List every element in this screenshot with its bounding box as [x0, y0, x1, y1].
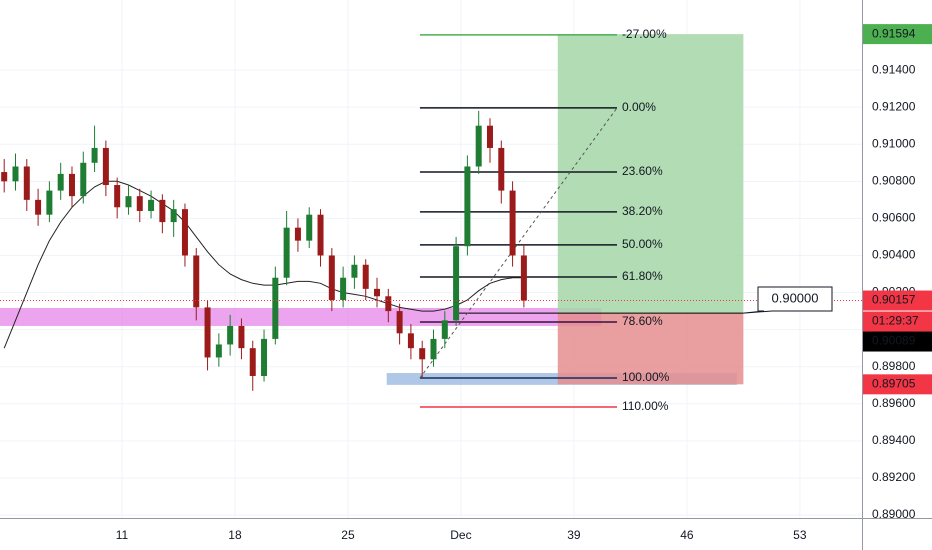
price-tag-label: 0.89705	[872, 377, 916, 391]
y-tick-label: 0.89800	[872, 359, 916, 373]
y-tick-label: 0.91200	[872, 99, 916, 113]
price-tag	[863, 24, 932, 45]
candle-body	[80, 162, 87, 197]
x-tick-label: 46	[680, 528, 694, 542]
x-tick-label: Dec	[450, 528, 471, 542]
x-tick-label: 25	[341, 528, 355, 542]
candle-body	[306, 214, 313, 241]
candle-body	[272, 277, 279, 339]
x-tick-label: 18	[228, 528, 242, 542]
candle-body	[441, 320, 448, 339]
y-tick-label: 0.91400	[872, 62, 916, 76]
candle-body	[238, 325, 245, 349]
y-tick-label: 0.89000	[872, 507, 916, 521]
moving-average	[3, 180, 524, 349]
y-tick-label: 0.90600	[872, 211, 916, 225]
fib-label: -27.00%	[622, 27, 667, 41]
price-tag	[863, 331, 932, 352]
y-tick-label: 0.91000	[872, 136, 916, 150]
candle-body	[294, 227, 301, 241]
candle-body	[1, 172, 8, 182]
callout-box	[743, 286, 833, 314]
candle-body	[520, 255, 527, 301]
candle-body	[125, 196, 132, 208]
loss-zone	[557, 313, 744, 385]
candle-body	[340, 277, 347, 300]
candle-body	[498, 147, 505, 191]
candle-body	[374, 288, 381, 297]
y-tick-label: 0.89400	[872, 433, 916, 447]
candle-body	[68, 173, 75, 197]
candle-body	[407, 333, 414, 349]
candle-body	[475, 125, 482, 167]
price-tag-label: 0.90089	[872, 334, 916, 348]
price-tag	[863, 290, 932, 311]
candle-body	[12, 166, 19, 182]
price-tag-label: 0.90157	[872, 293, 916, 307]
y-tick-label: 0.90400	[872, 248, 916, 262]
fib-label: 23.60%	[622, 164, 663, 178]
candle-body	[159, 199, 166, 223]
countdown-label: 01:29:37	[872, 314, 919, 328]
countdown-tag	[863, 311, 932, 332]
fib-trend-line	[419, 107, 618, 379]
y-tick-label: 0.90800	[872, 173, 916, 187]
candle-body	[114, 185, 121, 208]
candle-body	[486, 125, 493, 148]
fib-label: 100.00%	[622, 370, 670, 384]
candle-body	[464, 166, 471, 247]
candle-body	[385, 296, 392, 312]
zone	[0, 307, 602, 326]
candle-body	[509, 190, 516, 256]
fib-label: 78.60%	[622, 314, 663, 328]
x-tick-label: 53	[793, 528, 807, 542]
candle-body	[249, 348, 256, 376]
candle-body	[148, 199, 155, 211]
price-tag-label: 0.91594	[872, 26, 916, 40]
plot: -27.00% 0.00% 23.60% 38.20% 50.00% 61.80% 78.6…	[0, 0, 862, 518]
fib-label: 61.80%	[622, 269, 663, 283]
candle-body	[170, 209, 177, 223]
profit-zone	[557, 34, 744, 314]
candle-body	[46, 190, 53, 215]
candle-body	[419, 348, 426, 360]
candle-body	[57, 173, 64, 191]
callout-label: 0.90000	[772, 290, 819, 305]
x-tick-label: 11	[116, 528, 129, 542]
x-tick-label: 39	[567, 528, 581, 542]
candle-body	[396, 311, 403, 334]
candle-body	[328, 255, 335, 300]
candle-body	[430, 338, 437, 360]
candle-body	[215, 344, 222, 358]
candle-body	[283, 227, 290, 278]
candle-body	[91, 147, 98, 163]
candle-body	[193, 255, 200, 308]
candle-body	[35, 199, 42, 215]
candle-body	[362, 264, 369, 289]
fib-label: 38.20%	[622, 204, 663, 218]
candle-body	[317, 214, 324, 256]
fib-label: 0.00%	[622, 100, 656, 114]
fib-label: 50.00%	[622, 237, 663, 251]
candle-body	[351, 264, 358, 278]
y-tick-label: 0.89600	[872, 396, 916, 410]
y-tick-label: 0.89200	[872, 470, 916, 484]
candle-body	[204, 307, 211, 358]
fib-label: 110.00%	[622, 399, 669, 413]
price-tag	[863, 374, 932, 395]
candle-body	[181, 209, 188, 256]
candle-body	[261, 338, 268, 376]
candle-body	[453, 246, 460, 321]
candle-body	[23, 166, 30, 200]
candle-body	[102, 147, 109, 186]
candle-body	[136, 196, 143, 211]
candle-body	[227, 325, 234, 345]
